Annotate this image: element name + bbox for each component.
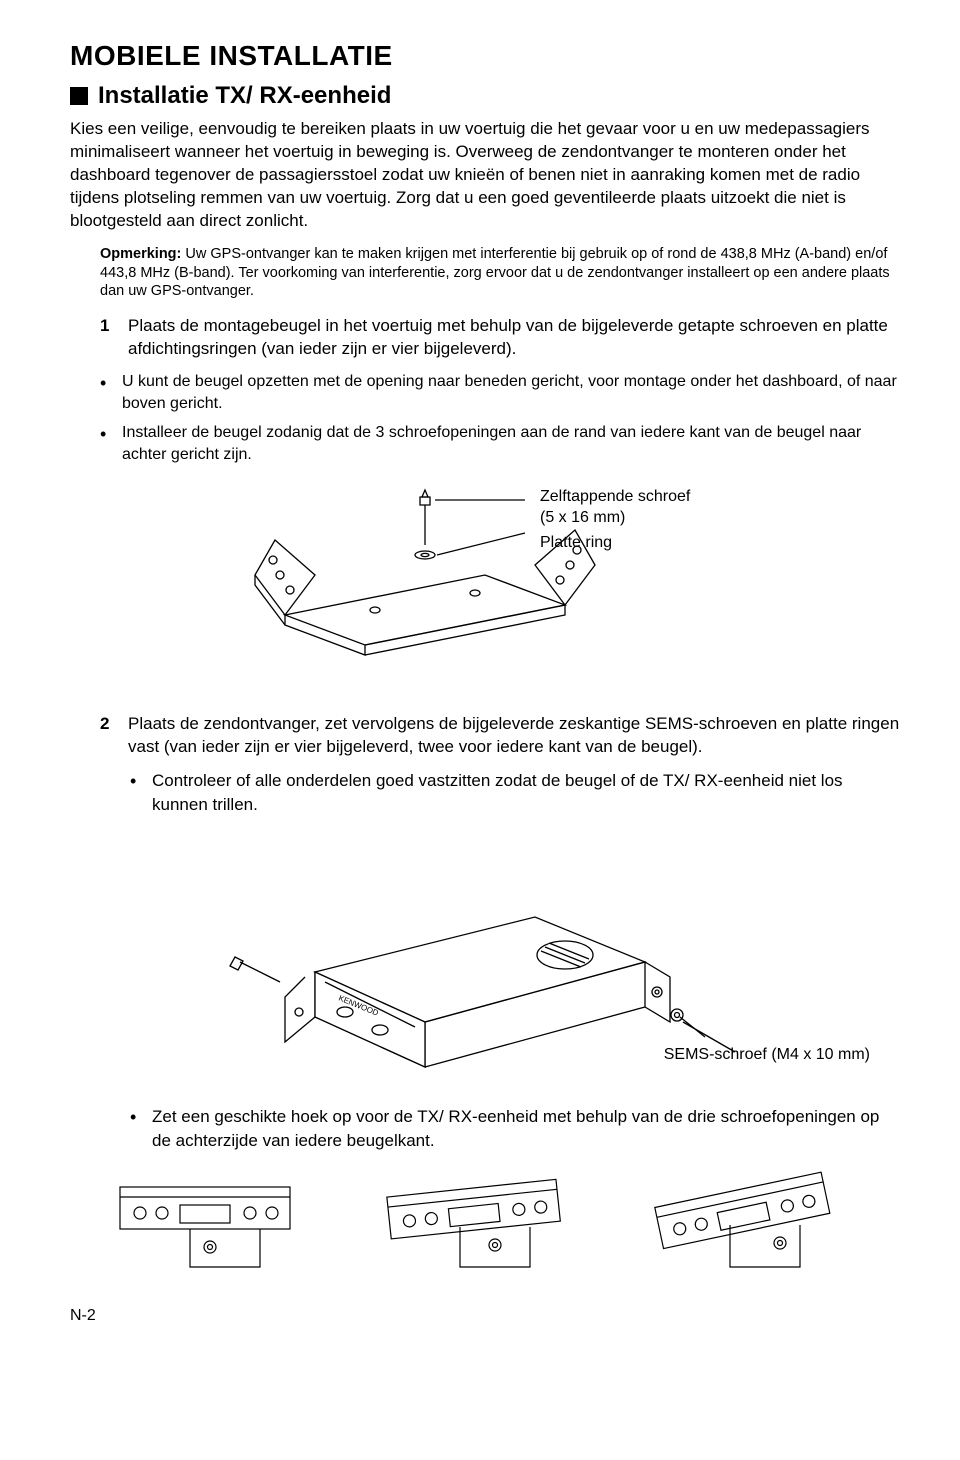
transceiver-diagram: KENWOOD: [205, 827, 765, 1077]
angle-diagram-2: [370, 1167, 600, 1277]
angle-diagram-3: [640, 1167, 870, 1277]
fig1-callout-1: Zelftappende schroef (5 x 16 mm): [540, 487, 690, 529]
section-title-text: Installatie TX/ RX-eenheid: [98, 82, 391, 110]
step-1: Plaats de montagebeugel in het voertuig …: [100, 315, 900, 361]
page-title: MOBIELE INSTALLATIE: [70, 40, 900, 72]
step-2: Plaats de zendontvanger, zet vervolgens …: [100, 713, 900, 759]
fig1-label2: Platte ring: [540, 534, 612, 551]
fig2-label: SEMS-schroef (M4 x 10 mm): [664, 1046, 870, 1063]
step-1-bullet-1: U kunt de beugel opzetten met de opening…: [100, 371, 900, 414]
angle-diagram-1: [100, 1167, 330, 1277]
intro-paragraph: Kies een veilige, eenvoudig te bereiken …: [70, 118, 900, 233]
page-number: N-2: [70, 1307, 900, 1325]
note-block: Opmerking: Uw GPS-ontvanger kan te maken…: [100, 245, 900, 302]
note-label: Opmerking:: [100, 246, 181, 262]
figure-transceiver: KENWOOD: [70, 827, 900, 1087]
figure-bracket: Zelftappende schroef (5 x 16 mm) Platte …: [70, 475, 900, 695]
figure-angles: [100, 1167, 870, 1277]
fig2-callout: SEMS-schroef (M4 x 10 mm): [664, 1045, 870, 1066]
note-text: Uw GPS-ontvanger kan te maken krijgen me…: [100, 246, 890, 300]
section-header: Installatie TX/ RX-eenheid: [70, 82, 900, 110]
step-2-sub-2: Zet een geschikte hoek op voor de TX/ RX…: [130, 1105, 900, 1153]
step-2-sub-1: Controleer of alle onderdelen goed vastz…: [130, 769, 900, 817]
step-1-bullet-2: Installeer de beugel zodanig dat de 3 sc…: [100, 422, 900, 465]
square-bullet-icon: [70, 87, 88, 105]
fig1-label1: Zelftappende schroef: [540, 487, 690, 508]
fig1-callout-2: Platte ring: [540, 533, 612, 554]
fig1-label1b: (5 x 16 mm): [540, 508, 690, 529]
